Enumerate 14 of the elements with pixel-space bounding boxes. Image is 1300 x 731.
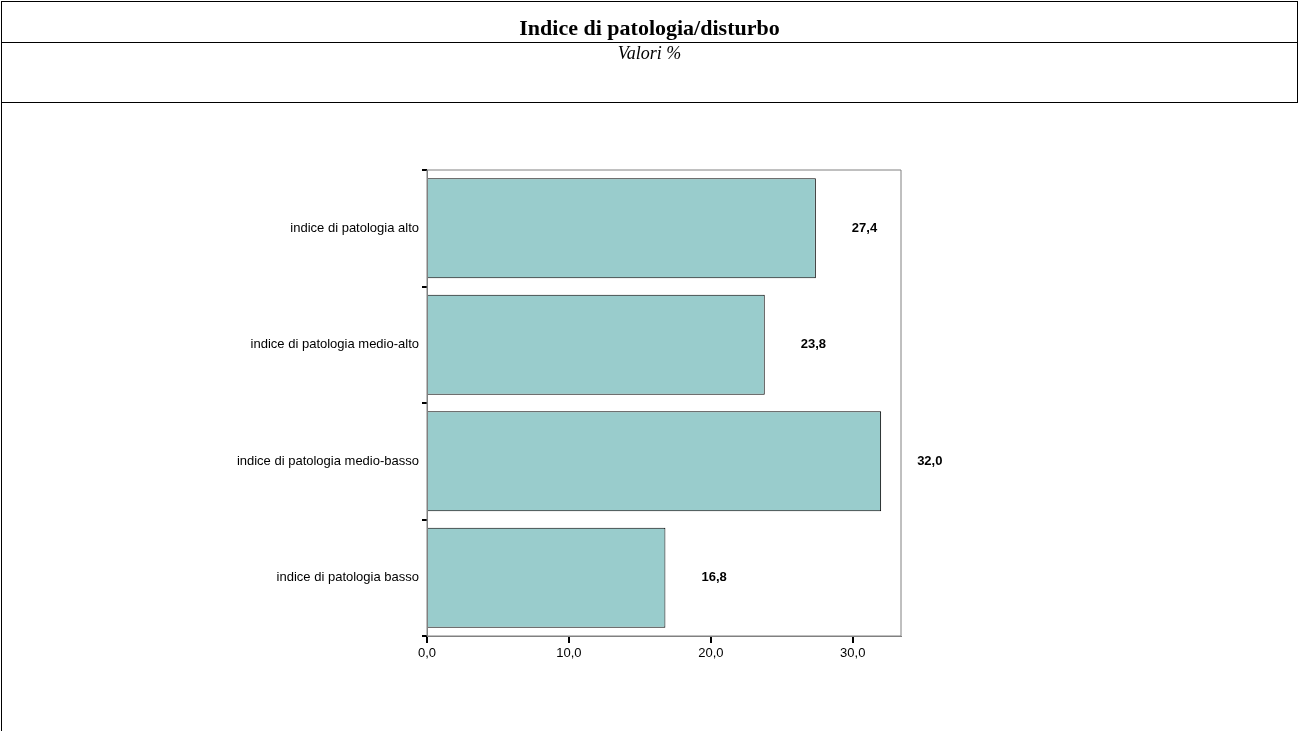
data-label: 27,4 bbox=[851, 219, 878, 235]
y-tick-label: indice di patologia medio-alto bbox=[250, 336, 419, 352]
data-label: 16,8 bbox=[701, 569, 727, 585]
data-label: 23,8 bbox=[800, 336, 827, 352]
y-tick-label: indice di patologia medio-basso bbox=[236, 452, 419, 468]
x-tick-label: 30,0 bbox=[840, 645, 866, 661]
y-tick-label: indice di patologia basso bbox=[276, 569, 419, 585]
x-tick-label: 20,0 bbox=[698, 645, 724, 661]
x-tick-label: 0,0 bbox=[417, 645, 437, 661]
y-tick-label: indice di patologia alto bbox=[290, 219, 419, 235]
data-label: 32,0 bbox=[917, 452, 943, 468]
chart-subtitle: Valori % bbox=[616, 43, 683, 63]
x-tick-label: 10,0 bbox=[556, 645, 582, 661]
chart-title: Indice di patologia/disturbo bbox=[2, 2, 1297, 43]
